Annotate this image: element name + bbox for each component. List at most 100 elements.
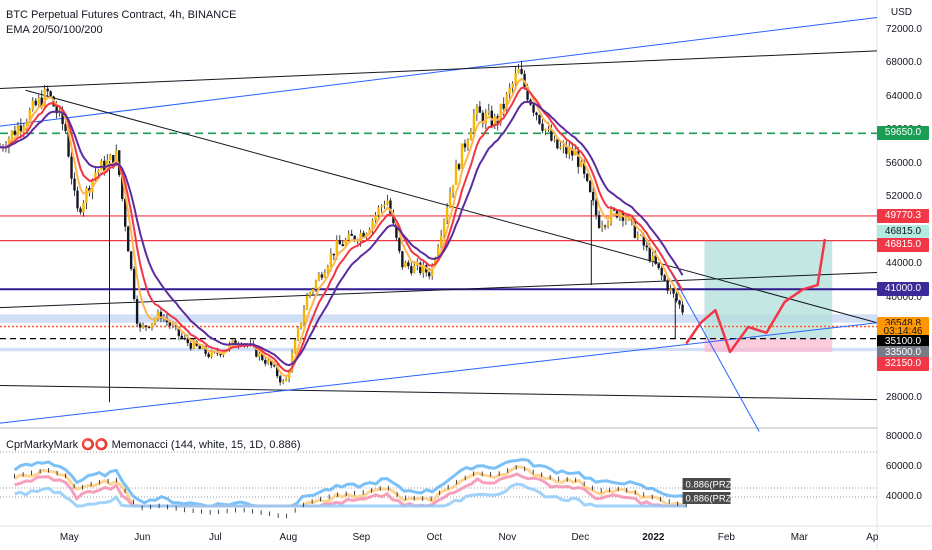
time-tick: Jun bbox=[134, 532, 151, 543]
price-tick: 40000.0 bbox=[885, 291, 922, 303]
candle-body bbox=[171, 325, 175, 327]
candle-body bbox=[383, 204, 386, 207]
candle-body bbox=[126, 226, 130, 252]
candle-body bbox=[61, 109, 64, 125]
candle-body bbox=[97, 170, 100, 173]
candle-body bbox=[478, 106, 482, 113]
candle-body bbox=[46, 88, 49, 92]
ema-legend: EMA 20/50/100/200 bbox=[6, 24, 103, 36]
price-tick: 64000.0 bbox=[885, 90, 922, 102]
candle-body bbox=[448, 192, 452, 208]
candle-body bbox=[422, 265, 425, 273]
candle-body bbox=[371, 220, 374, 230]
candle-body bbox=[82, 202, 85, 213]
candle-body bbox=[73, 178, 76, 191]
candle-body bbox=[311, 289, 315, 293]
candle-body bbox=[34, 100, 37, 106]
candle-body bbox=[514, 73, 517, 84]
candle-body bbox=[320, 274, 324, 278]
candle-body bbox=[103, 160, 106, 171]
candle-body bbox=[264, 359, 267, 364]
candle-body bbox=[37, 97, 40, 106]
candle-body bbox=[22, 126, 26, 132]
candle-body bbox=[150, 323, 154, 328]
candle-body bbox=[574, 151, 577, 156]
osc-band-blue bbox=[13, 457, 687, 508]
candle-body bbox=[562, 145, 565, 147]
osc-tick: 80000.0 bbox=[885, 431, 922, 442]
candle-body bbox=[85, 187, 88, 203]
candle-body bbox=[532, 104, 535, 113]
candle-body bbox=[231, 340, 234, 344]
osc-band-orange bbox=[13, 465, 687, 508]
candle-body bbox=[299, 322, 303, 328]
candle-body bbox=[67, 130, 70, 157]
candle-body bbox=[553, 139, 556, 141]
candle-body bbox=[663, 275, 666, 281]
candle-body bbox=[439, 235, 443, 247]
candle-body bbox=[401, 251, 404, 268]
candle-body bbox=[183, 338, 186, 340]
candle-body bbox=[582, 161, 586, 174]
candle-body bbox=[451, 184, 455, 193]
time-tick: 2022 bbox=[642, 532, 665, 543]
candle-body bbox=[192, 340, 195, 349]
candle-body bbox=[544, 129, 547, 131]
candle-body bbox=[585, 173, 589, 181]
candle-body bbox=[141, 325, 145, 328]
time-tick: Aug bbox=[279, 532, 298, 543]
candle-body bbox=[70, 156, 73, 179]
candle-body bbox=[13, 130, 17, 135]
candle-body bbox=[577, 151, 580, 167]
candle-body bbox=[645, 245, 648, 248]
price-tag: 33500.0 bbox=[877, 345, 929, 360]
candle-body bbox=[481, 112, 485, 124]
candle-body bbox=[428, 272, 431, 277]
candle-body bbox=[159, 311, 163, 319]
candle-body bbox=[419, 262, 422, 273]
candle-body bbox=[675, 293, 678, 301]
prz-label: 0.886(PRZ) bbox=[686, 480, 735, 491]
candle-body bbox=[463, 143, 467, 148]
candle-body bbox=[255, 345, 258, 357]
candle-body bbox=[28, 109, 32, 122]
candle-body bbox=[395, 223, 398, 238]
candle-body bbox=[469, 131, 473, 141]
support-zone-upper bbox=[0, 314, 877, 323]
price-tick: 52000.0 bbox=[885, 191, 922, 203]
time-tick: Mar bbox=[790, 532, 808, 543]
price-tick: 68000.0 bbox=[885, 57, 922, 69]
candle-body bbox=[204, 346, 207, 354]
candle-body bbox=[147, 326, 151, 328]
candle-body bbox=[156, 311, 160, 320]
prz-label-bg bbox=[682, 478, 731, 490]
candle-body bbox=[278, 376, 282, 383]
descending-trendline bbox=[25, 89, 878, 324]
projection-path bbox=[685, 238, 827, 354]
candle-body bbox=[398, 237, 401, 252]
candle-body bbox=[559, 146, 562, 149]
candle-body bbox=[407, 262, 410, 267]
candle-body bbox=[633, 220, 637, 238]
candle-body bbox=[681, 304, 684, 313]
price-tag: 49770.3 bbox=[877, 208, 929, 223]
candle-body bbox=[129, 251, 133, 269]
candle-body bbox=[201, 346, 204, 350]
candle-body bbox=[547, 128, 550, 130]
time-tick: Ap bbox=[866, 532, 879, 543]
candle-body bbox=[511, 83, 514, 88]
candle-body bbox=[362, 232, 365, 238]
candle-body bbox=[79, 208, 82, 213]
candle-body bbox=[660, 268, 663, 276]
candle-body bbox=[565, 145, 568, 154]
candle-body bbox=[332, 253, 336, 256]
candle-body bbox=[290, 353, 294, 372]
time-tick: Feb bbox=[717, 532, 735, 543]
candle-body bbox=[64, 124, 67, 131]
candle-body bbox=[410, 266, 413, 274]
candle-body bbox=[228, 343, 231, 350]
price-tag: 35100.0 bbox=[877, 334, 929, 349]
candle-body bbox=[296, 327, 300, 341]
candle-body bbox=[445, 207, 449, 220]
